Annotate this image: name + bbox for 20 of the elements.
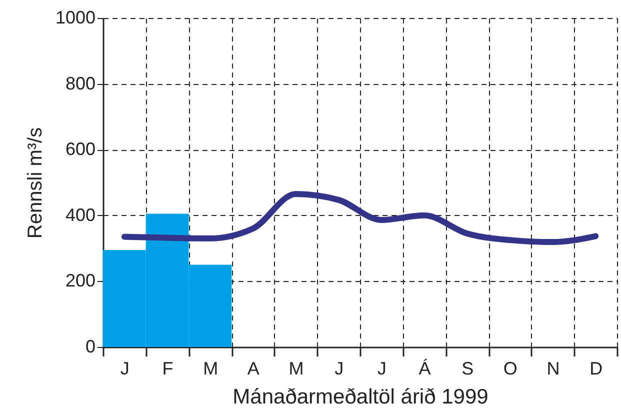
y-tick-label: 400 [65,204,96,225]
y-axis-title: Rennsli m³/s [24,127,46,239]
x-axis-title: Mánaðarmeðaltöl árið 1999 [232,386,488,408]
x-tick-label: J [377,358,386,378]
x-tick-label: Á [418,358,431,378]
x-tick-label: F [162,358,174,378]
y-tick-label: 0 [85,336,96,356]
x-tick-label: O [503,358,518,378]
x-tick-label: N [546,358,560,378]
x-tick-label: M [288,358,304,378]
x-tick-label: D [590,358,603,378]
y-tick-label: 200 [65,270,96,291]
y-tick-label: 600 [65,139,96,160]
y-tick-label: 1000 [55,8,96,28]
x-tick-label: A [247,358,260,378]
y-tick-label: 800 [65,73,96,94]
x-tick-label: J [334,358,344,378]
x-tick-label: J [120,358,130,378]
x-tick-label: M [203,358,218,378]
x-tick-label: S [462,358,474,378]
